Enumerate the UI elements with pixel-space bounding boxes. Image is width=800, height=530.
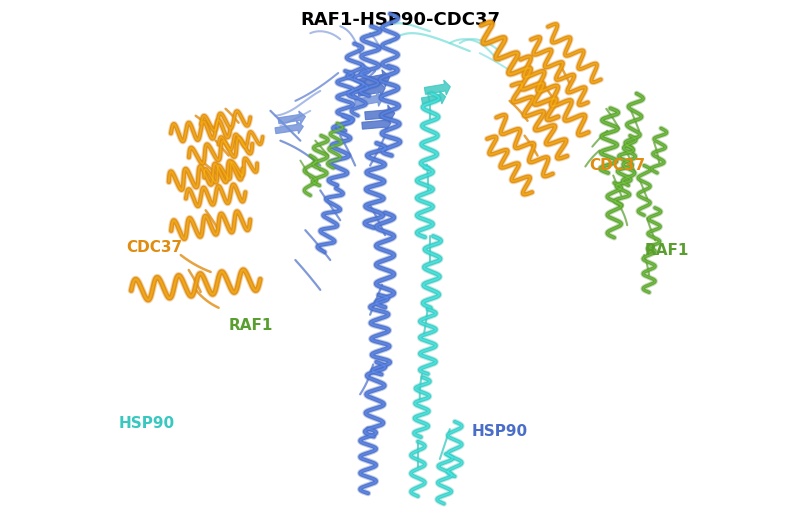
- Text: RAF1: RAF1: [229, 318, 273, 333]
- FancyArrow shape: [275, 121, 303, 134]
- FancyArrow shape: [359, 70, 390, 87]
- Text: CDC37: CDC37: [126, 240, 182, 254]
- Text: HSP90: HSP90: [472, 423, 528, 439]
- FancyArrow shape: [424, 80, 450, 95]
- FancyArrow shape: [365, 105, 394, 122]
- Text: RAF1-HSP90-CDC37: RAF1-HSP90-CDC37: [300, 11, 500, 29]
- FancyArrow shape: [354, 91, 383, 107]
- Text: RAF1: RAF1: [644, 243, 689, 258]
- FancyArrow shape: [422, 91, 446, 104]
- FancyArrow shape: [362, 116, 391, 131]
- Text: CDC37: CDC37: [590, 158, 646, 173]
- Text: HSP90: HSP90: [119, 416, 175, 431]
- FancyArrow shape: [278, 111, 306, 124]
- FancyArrow shape: [358, 82, 386, 96]
